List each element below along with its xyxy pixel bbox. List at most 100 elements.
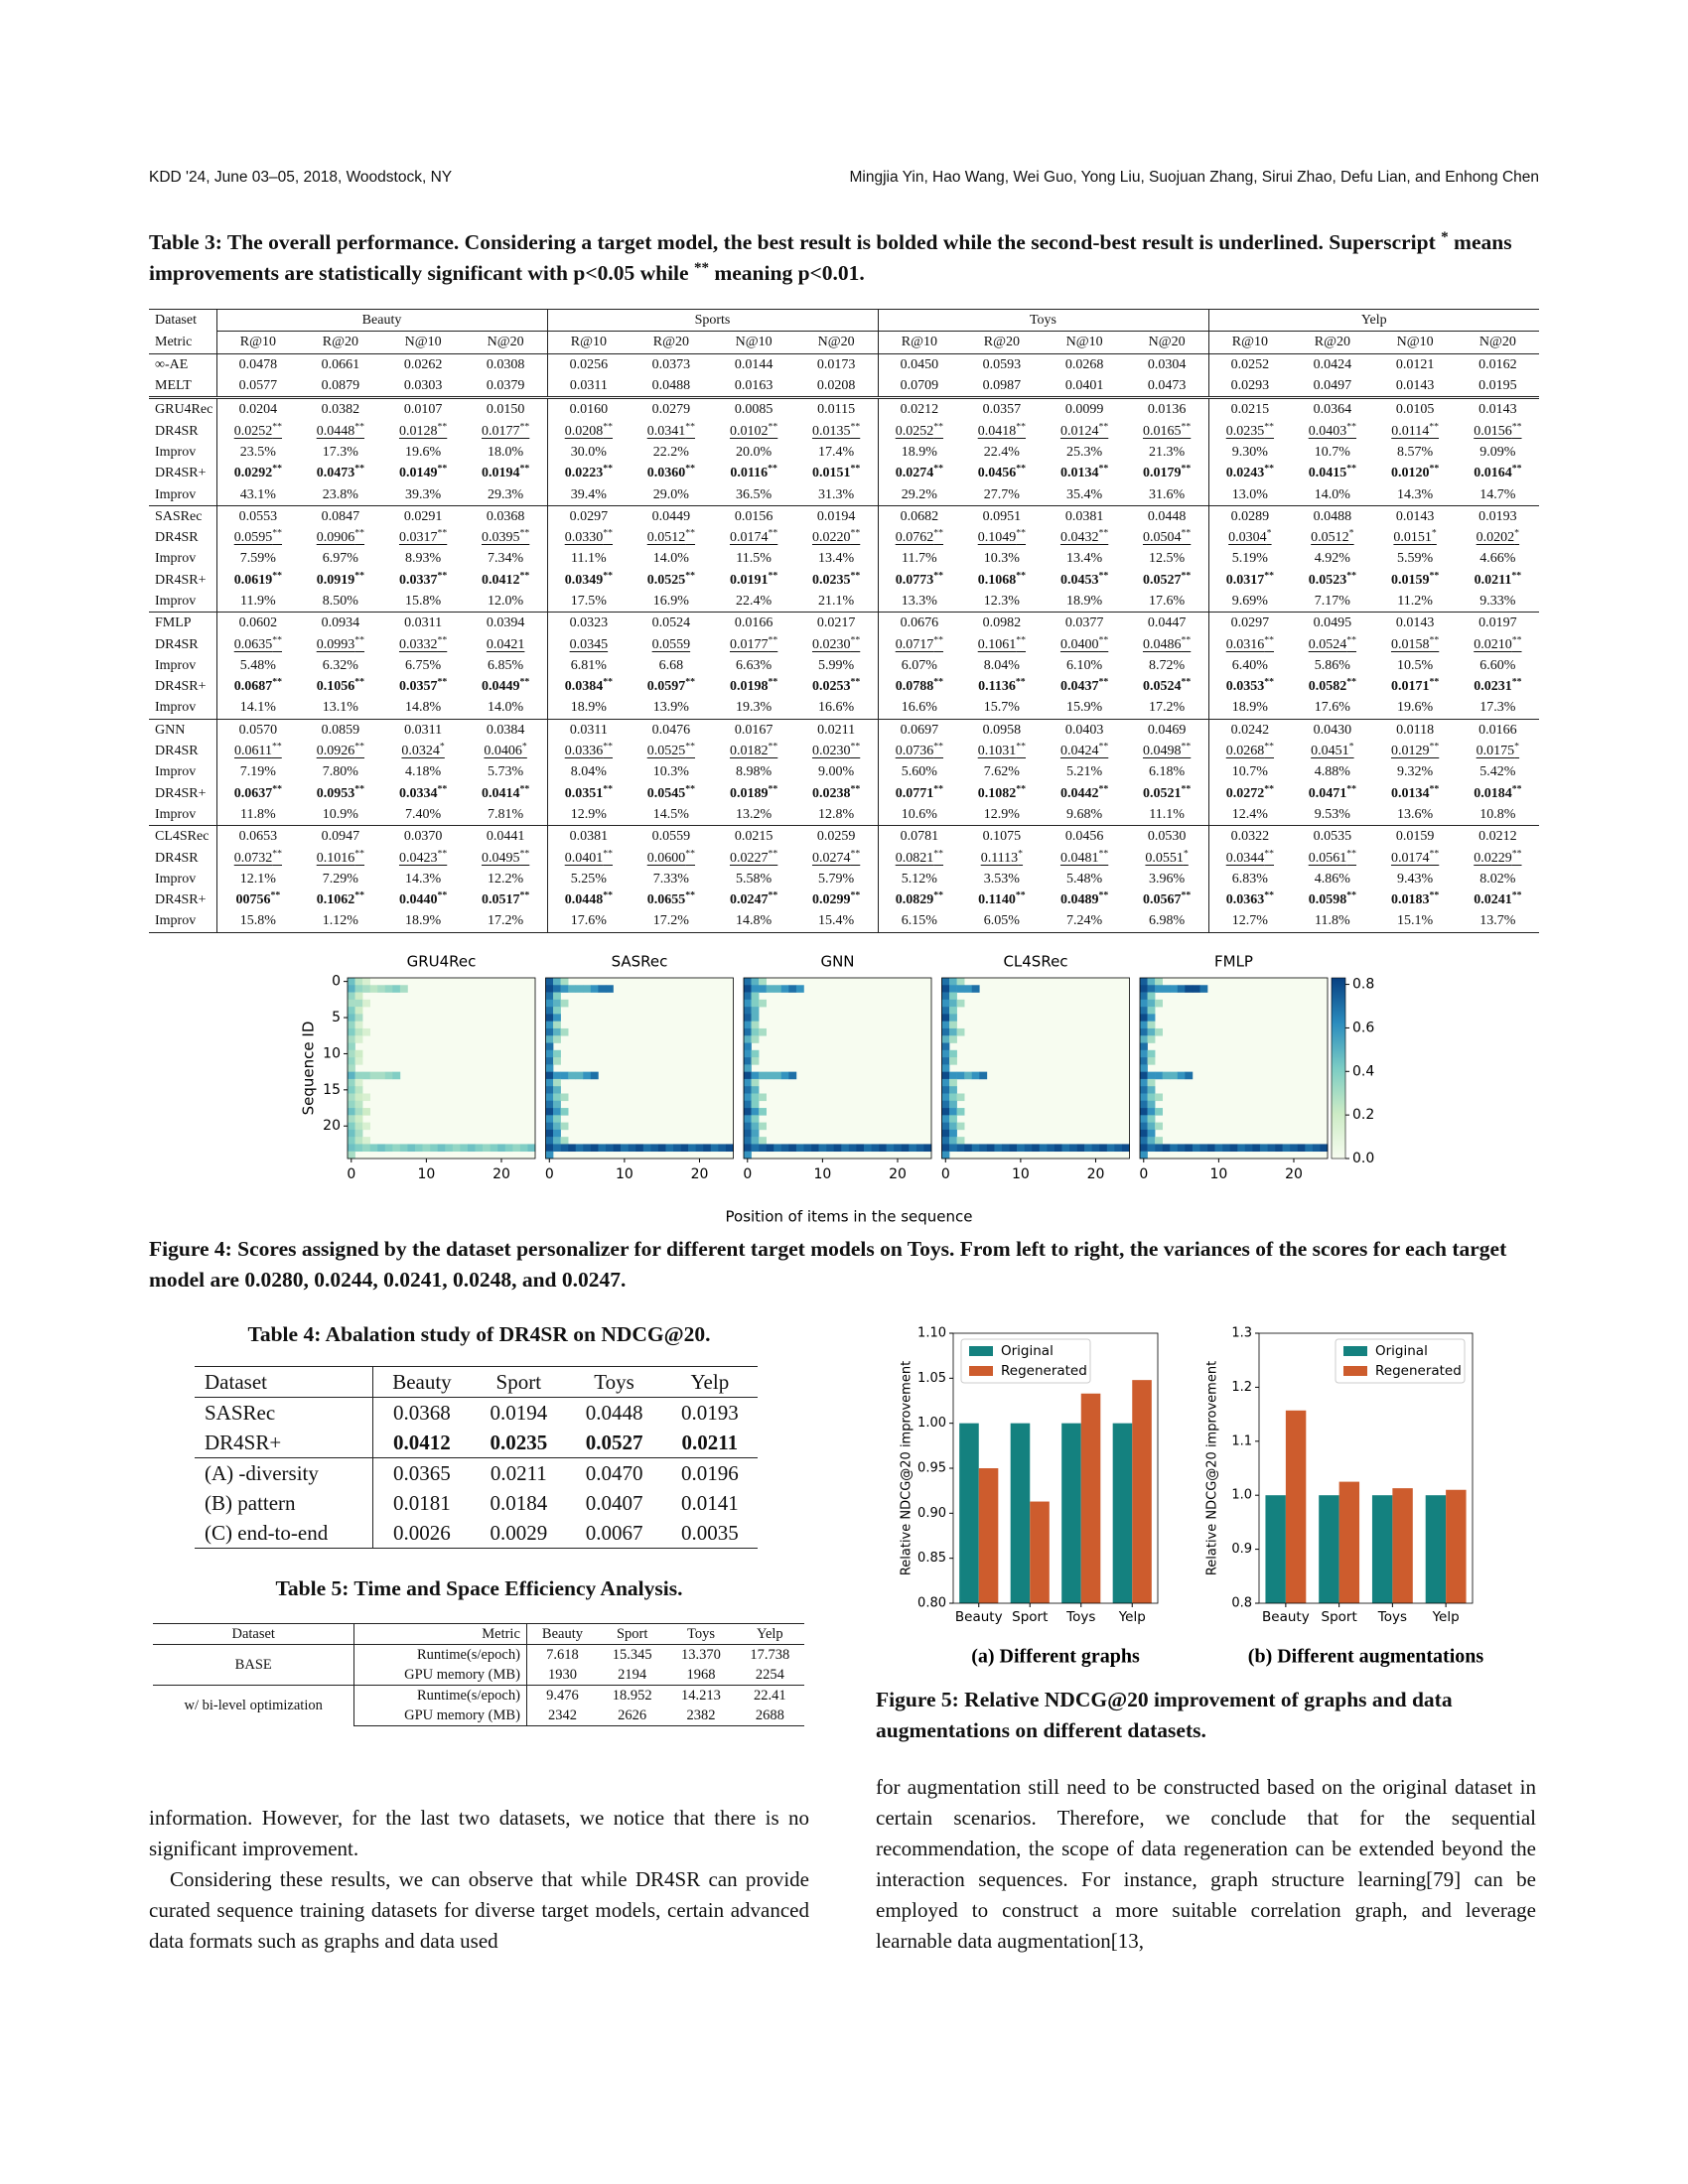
table-cell: 18.9% <box>1207 697 1292 720</box>
row-label: SASRec <box>149 504 216 527</box>
figure4-caption: Figure 4: Scores assigned by the dataset… <box>149 1237 1507 1292</box>
table-cell: 0.0448 <box>1125 504 1208 527</box>
table-cell: 31.3% <box>818 486 855 502</box>
table-cell: 17.738 <box>735 1644 804 1665</box>
table-cell: 8.72% <box>1149 657 1186 673</box>
heat-cell <box>1192 985 1200 993</box>
heat-cell <box>348 1129 355 1138</box>
heat-cell <box>1147 1021 1156 1029</box>
table-cell: 0.0324* <box>401 741 445 759</box>
heat-cell <box>1047 1144 1055 1153</box>
heat-cell <box>780 1071 789 1080</box>
heat-cell <box>650 1144 659 1153</box>
table-cell: 8.04% <box>546 761 631 783</box>
table-cell: 0.0847 <box>299 504 382 527</box>
table-row: DR4SR 0.0732** 0.1016** 0.0423** 0.0495** 0.0… <box>149 847 1539 869</box>
table-cell: 0.0717** <box>877 633 961 655</box>
heat-cell <box>759 1027 767 1036</box>
table-cell: 0.0247** <box>729 889 778 908</box>
table-cell: 0.0259 <box>794 825 878 848</box>
table-cell: 0.0655** <box>646 889 696 908</box>
table-cell: 0.0311 <box>381 718 465 741</box>
heat-cell <box>642 1144 651 1153</box>
table-cell: 0.0982 <box>960 612 1044 634</box>
panel-background <box>1140 978 1328 1159</box>
table-cell: 5.48% <box>1066 871 1103 887</box>
heat-cell <box>553 1122 561 1131</box>
table-cell: 0.0559 <box>630 825 713 848</box>
heat-cell <box>1140 1071 1148 1080</box>
heat-cell <box>545 985 554 993</box>
panel-frame <box>1139 977 1329 1160</box>
heat-cell <box>744 1093 752 1102</box>
row-label: (C) end-to-end <box>195 1518 373 1549</box>
heat-cell <box>949 1071 957 1080</box>
heat-cell <box>553 1035 561 1043</box>
table-cell: 15.9% <box>1066 700 1103 716</box>
heat-cell <box>553 1144 561 1153</box>
table-cell: 6.40% <box>1207 654 1292 677</box>
heat-cell <box>949 1129 957 1138</box>
heat-cell <box>909 1144 917 1153</box>
table-cell: 14.213 <box>666 1685 736 1706</box>
heat-cell <box>354 1086 363 1094</box>
table-cell: 0.0400** <box>1059 633 1109 652</box>
caption-part: meaning p<0.01. <box>714 261 865 285</box>
table-cell: 0.0987 <box>982 378 1022 394</box>
header-cell: Beauty <box>372 1366 472 1398</box>
header-cell: Toys <box>566 1366 662 1398</box>
heat-cell <box>751 985 760 993</box>
heat-cell <box>766 1144 774 1153</box>
heat-cell <box>1140 1027 1148 1036</box>
table-cell: 0.0394 <box>464 612 547 634</box>
table-cell: 10.5% <box>1397 657 1434 673</box>
table-cell: 0.0181 <box>393 1491 451 1515</box>
legend-box <box>960 1338 1091 1384</box>
x-tick-label: 20 <box>691 1166 709 1182</box>
table-cell: 0.0570 <box>215 718 300 741</box>
row-label: DR4SR <box>155 530 199 546</box>
y-axis-label: Sequence ID <box>300 1022 318 1116</box>
table-cell: 11.2% <box>1397 594 1433 609</box>
heat-cell <box>560 1144 569 1153</box>
table-cell: 6.83% <box>1207 868 1292 890</box>
heat-cell <box>1032 1144 1041 1153</box>
table-cell: 15.8% <box>405 594 442 609</box>
panel-background <box>348 978 535 1159</box>
row-label: Improv <box>155 444 197 460</box>
table-cell: 0.0488 <box>1291 504 1374 527</box>
table-cell: 6.07% <box>877 654 961 677</box>
table-cell: 0.0732** <box>215 847 300 869</box>
heat-cell <box>362 1093 370 1102</box>
table-cell: 12.0% <box>488 594 524 609</box>
heat-cell <box>744 1042 752 1051</box>
plot-frame <box>1258 1332 1474 1604</box>
y-tick-label: 0.80 <box>917 1596 946 1611</box>
heat-cell <box>941 1122 950 1131</box>
heat-cell <box>956 1071 965 1080</box>
table-cell: 0.0637** <box>215 782 300 804</box>
heat-cell <box>605 985 614 993</box>
heat-cell <box>1140 1151 1148 1160</box>
table-cell: 9.43% <box>1397 871 1434 887</box>
table-cell: 0.0364 <box>1291 396 1374 421</box>
table-cell: 0.0334** <box>398 783 448 801</box>
heat-cell <box>1155 985 1163 993</box>
legend-swatch <box>1343 1366 1367 1376</box>
heat-cell <box>759 978 767 986</box>
table-cell: 0.0373 <box>630 352 713 375</box>
table-cell: 9.30% <box>1207 441 1292 464</box>
heat-cell <box>545 1035 554 1043</box>
heat-cell <box>575 1071 584 1080</box>
table-cell: 4.88% <box>1314 764 1350 780</box>
table-cell: 2194 <box>618 1667 647 1683</box>
heat-cell <box>1155 1144 1163 1153</box>
table-cell: 13.2% <box>736 806 773 822</box>
table-cell: 21.3% <box>1149 444 1186 460</box>
table-cell: 0.0322 <box>1207 825 1292 848</box>
heat-cell <box>1140 978 1148 986</box>
heat-cell <box>774 985 782 993</box>
table-cell: 9.69% <box>1207 590 1292 613</box>
heat-cell <box>818 1144 827 1153</box>
